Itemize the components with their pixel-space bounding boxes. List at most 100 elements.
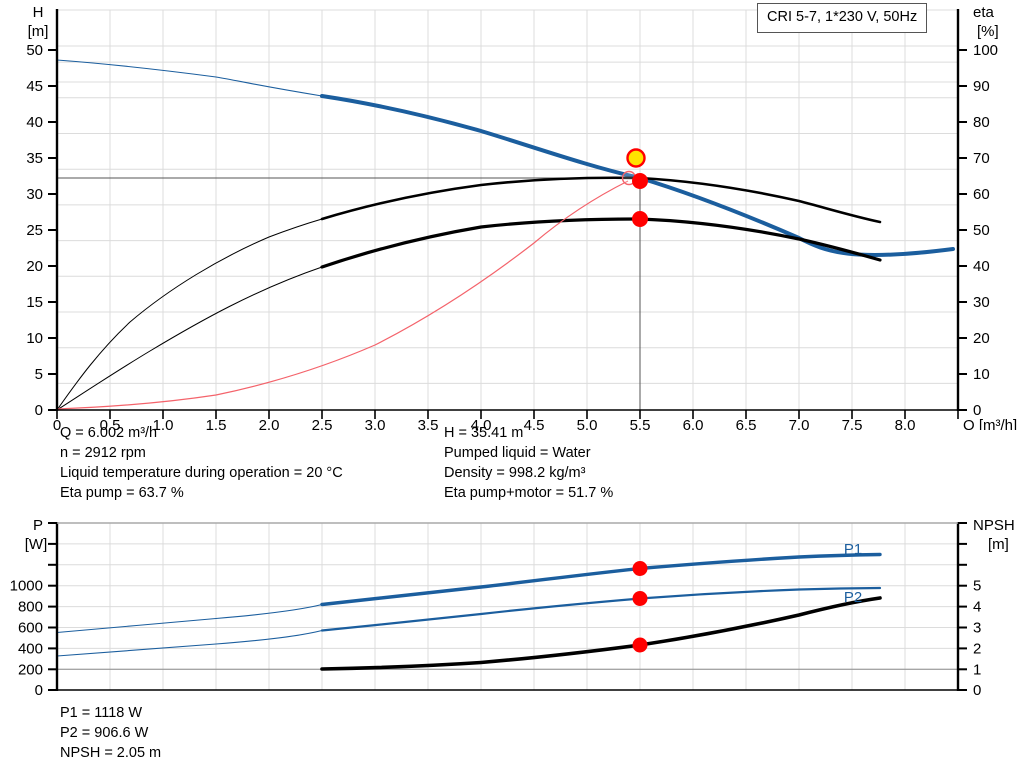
eta-pump-curve-thin: [56, 218, 323, 411]
top-y-left-axis-label-2: [m]: [28, 23, 49, 40]
info-h: H = 35.41 m: [444, 425, 524, 441]
info-eta-pump: Eta pump = 63.7 %: [60, 485, 184, 501]
bottom-y-left-axis-label-2: [W]: [25, 536, 48, 553]
top-left-ticks: [48, 49, 57, 411]
info-p2: P2 = 906.6 W: [60, 725, 149, 741]
top-x-tick-3_0: 3.0: [365, 417, 386, 430]
top-x-tick-2_0: 2.0: [259, 417, 280, 430]
top-right-tick-labels: 0 10 20 30 40 50 60 70 80 90 100: [973, 42, 998, 419]
top-left-tick-30: 30: [26, 186, 43, 203]
p2-curve-thin: [56, 629, 323, 657]
top-x-tick-2_5: 2.5: [312, 417, 333, 430]
bottom-y-right-axis-label-2: [m]: [988, 536, 1009, 553]
top-left-tick-40: 40: [26, 114, 43, 131]
bottom-right-tick-3: 3: [973, 620, 981, 637]
top-x-tick-1_5: 1.5: [206, 417, 227, 430]
bottom-left-ticks: [48, 522, 57, 691]
bottom-right-tick-2: 2: [973, 640, 981, 657]
top-x-tick-4_5: 4.5: [524, 417, 545, 430]
bottom-left-tick-1000: 1000: [10, 578, 43, 595]
bottom-right-tick-4: 4: [973, 599, 981, 616]
duty-point-eta-pump[interactable]: [632, 173, 648, 189]
top-left-tick-20: 20: [26, 258, 43, 275]
top-right-tick-0: 0: [973, 402, 981, 419]
bottom-info: P1 = 1118 W P2 = 906.6 W NPSH = 2.05 m: [60, 703, 161, 763]
top-info-right: H = 35.41 m Pumped liquid = Water Densit…: [444, 423, 613, 503]
top-y-right-axis-label-1: eta: [973, 4, 995, 21]
top-right-tick-10: 10: [973, 366, 990, 383]
info-p1: P1 = 1118 W: [60, 705, 143, 721]
top-x-tick-5_5: 5.5: [630, 417, 651, 430]
top-y-left-axis-label-1: H: [33, 4, 44, 21]
system-curve-red: [56, 180, 629, 410]
top-left-tick-10: 10: [26, 330, 43, 347]
top-x-tick-7_0: 7.0: [789, 417, 810, 430]
chart-title-text: CRI 5-7, 1*230 V, 50Hz: [767, 9, 918, 25]
top-left-tick-5: 5: [35, 366, 43, 383]
bottom-y-right-axis-label-1: NPSH: [973, 517, 1015, 534]
info-n: n = 2912 rpm: [60, 445, 146, 461]
top-left-tick-25: 25: [26, 222, 43, 239]
top-x-tick-0: 0: [53, 417, 61, 430]
duty-point-eta-pump-motor[interactable]: [632, 211, 648, 227]
top-x-tick-1_0: 1.0: [153, 417, 174, 430]
duty-point-p1[interactable]: [632, 561, 648, 576]
top-right-tick-40: 40: [973, 258, 990, 275]
p2-series-label: P2: [844, 589, 862, 606]
eta-pump-motor-curve-thin: [56, 266, 323, 411]
duty-point-npsh[interactable]: [632, 637, 648, 653]
bottom-left-tick-labels: 0 200 400 600 800 1000: [10, 578, 43, 699]
top-right-tick-60: 60: [973, 186, 990, 203]
bottom-left-tick-0: 0: [35, 682, 43, 699]
bottom-right-ticks: [958, 522, 967, 691]
top-y-right-axis-label-2: [%]: [977, 23, 999, 40]
info-pumped-liquid: Pumped liquid = Water: [444, 445, 591, 461]
top-grid-vertical: [109, 10, 906, 410]
top-info-left: Q = 6.002 m³/h n = 2912 rpm Liquid tempe…: [60, 423, 343, 503]
top-x-tick-7_5: 7.5: [842, 417, 863, 430]
top-left-tick-0: 0: [35, 402, 43, 419]
duty-point-p2[interactable]: [632, 591, 648, 606]
bottom-right-tick-1: 1: [973, 661, 981, 678]
bottom-right-tick-5: 5: [973, 578, 981, 595]
top-right-tick-80: 80: [973, 114, 990, 131]
top-right-ticks: [958, 49, 967, 411]
p1-series-label: P1: [844, 541, 862, 558]
top-chart: 0 5 10 15 20 25 30 35 40 45 50 H [m] 0 1…: [26, 4, 1017, 430]
bottom-right-tick-0: 0: [973, 682, 981, 699]
top-left-tick-35: 35: [26, 150, 43, 167]
top-right-tick-50: 50: [973, 222, 990, 239]
bottom-left-tick-200: 200: [18, 661, 43, 678]
info-npsh: NPSH = 2.05 m: [60, 745, 162, 761]
info-eta-pump-motor: Eta pump+motor = 51.7 %: [444, 485, 614, 501]
info-density: Density = 998.2 kg/m³: [444, 465, 586, 481]
bottom-left-tick-800: 800: [18, 599, 43, 616]
top-x-tick-4_0: 4.0: [471, 417, 492, 430]
top-right-tick-90: 90: [973, 78, 990, 95]
top-plot-background: [57, 10, 958, 410]
top-left-tick-45: 45: [26, 78, 43, 95]
top-x-tick-labels: 0 0.5 1.0 1.5 2.0 2.5 3.0 3.5 4.0 4.5 5.…: [53, 417, 916, 430]
bottom-left-tick-600: 600: [18, 620, 43, 637]
top-right-tick-100: 100: [973, 42, 998, 59]
top-right-tick-70: 70: [973, 150, 990, 167]
bottom-left-tick-400: 400: [18, 640, 43, 657]
bottom-chart: P1 P2 0 200 400 600 800 1000 P [W]: [10, 517, 1015, 699]
bottom-grid-vertical: [109, 523, 906, 690]
top-grid-horizontal: [57, 9, 958, 384]
duty-point-head[interactable]: [626, 148, 646, 168]
p1-curve-thin: [56, 603, 323, 634]
info-q: Q = 6.002 m³/h: [60, 425, 158, 441]
top-left-tick-50: 50: [26, 42, 43, 59]
info-liquid-temp: Liquid temperature during operation = 20…: [60, 465, 343, 481]
chart-title-box: CRI 5-7, 1*230 V, 50Hz: [757, 3, 928, 33]
top-x-ticks: [56, 410, 959, 419]
top-right-tick-30: 30: [973, 294, 990, 311]
top-x-tick-8_0: 8.0: [895, 417, 916, 430]
top-left-tick-15: 15: [26, 294, 43, 311]
top-x-tick-6_5: 6.5: [736, 417, 757, 430]
bottom-y-left-axis-label-1: P: [33, 517, 43, 534]
top-x-axis-label: Q [m³/h]: [963, 417, 1017, 430]
top-left-tick-labels: 0 5 10 15 20 25 30 35 40 45 50: [26, 42, 43, 419]
bottom-right-tick-labels: 0 1 2 3 4 5: [973, 578, 981, 699]
